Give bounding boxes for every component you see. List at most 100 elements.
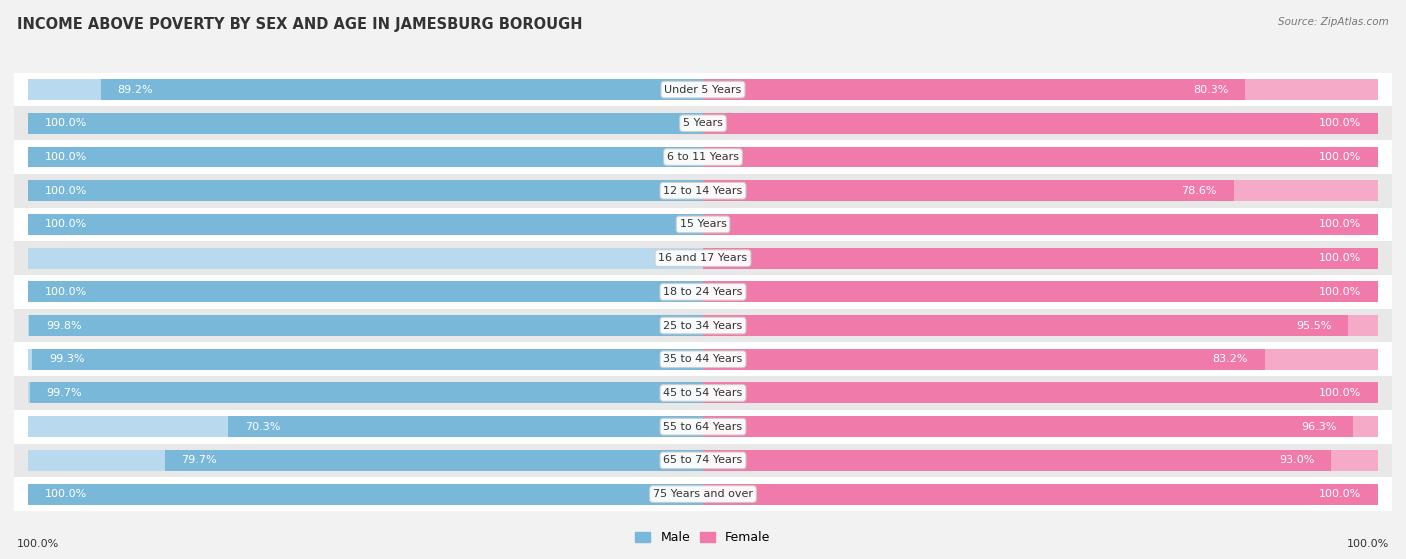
Text: 93.0%: 93.0% bbox=[1279, 456, 1315, 465]
Bar bbox=[703, 281, 1378, 302]
Text: 100.0%: 100.0% bbox=[45, 152, 87, 162]
Bar bbox=[14, 477, 1392, 511]
Text: 55 to 64 Years: 55 to 64 Years bbox=[664, 421, 742, 432]
Bar bbox=[28, 146, 703, 168]
Text: 100.0%: 100.0% bbox=[1319, 220, 1361, 229]
Bar bbox=[14, 106, 1392, 140]
Text: 99.3%: 99.3% bbox=[49, 354, 84, 364]
Bar bbox=[28, 79, 703, 100]
Bar bbox=[28, 214, 703, 235]
Bar bbox=[703, 146, 1378, 168]
Text: 35 to 44 Years: 35 to 44 Years bbox=[664, 354, 742, 364]
Bar bbox=[703, 416, 1354, 437]
Bar bbox=[703, 315, 1348, 336]
Bar bbox=[703, 484, 1378, 505]
Bar bbox=[28, 416, 703, 437]
Bar bbox=[28, 484, 703, 505]
Bar bbox=[14, 73, 1392, 106]
Text: 12 to 14 Years: 12 to 14 Years bbox=[664, 186, 742, 196]
Bar bbox=[28, 180, 703, 201]
Text: INCOME ABOVE POVERTY BY SEX AND AGE IN JAMESBURG BOROUGH: INCOME ABOVE POVERTY BY SEX AND AGE IN J… bbox=[17, 17, 582, 32]
Bar bbox=[28, 113, 703, 134]
Text: 100.0%: 100.0% bbox=[17, 539, 59, 549]
Legend: Male, Female: Male, Female bbox=[630, 526, 776, 549]
Text: 16 and 17 Years: 16 and 17 Years bbox=[658, 253, 748, 263]
Bar bbox=[703, 248, 1378, 268]
Bar bbox=[14, 275, 1392, 309]
Bar bbox=[28, 281, 703, 302]
Bar bbox=[30, 315, 703, 336]
Text: 95.5%: 95.5% bbox=[1296, 320, 1331, 330]
Bar bbox=[28, 315, 703, 336]
Text: 89.2%: 89.2% bbox=[117, 84, 153, 94]
Bar bbox=[703, 113, 1378, 134]
Bar bbox=[703, 214, 1378, 235]
Text: 45 to 54 Years: 45 to 54 Years bbox=[664, 388, 742, 398]
Bar bbox=[14, 443, 1392, 477]
Text: 18 to 24 Years: 18 to 24 Years bbox=[664, 287, 742, 297]
Text: 100.0%: 100.0% bbox=[45, 186, 87, 196]
Bar bbox=[703, 484, 1378, 505]
Bar bbox=[14, 309, 1392, 342]
Text: 96.3%: 96.3% bbox=[1301, 421, 1337, 432]
Bar bbox=[703, 349, 1265, 369]
Text: 100.0%: 100.0% bbox=[1319, 489, 1361, 499]
Bar bbox=[703, 281, 1378, 302]
Text: Source: ZipAtlas.com: Source: ZipAtlas.com bbox=[1278, 17, 1389, 27]
Bar bbox=[14, 140, 1392, 174]
Text: 100.0%: 100.0% bbox=[45, 119, 87, 129]
Bar bbox=[14, 376, 1392, 410]
Text: 25 to 34 Years: 25 to 34 Years bbox=[664, 320, 742, 330]
Text: 6 to 11 Years: 6 to 11 Years bbox=[666, 152, 740, 162]
Bar bbox=[28, 382, 703, 404]
Text: 5 Years: 5 Years bbox=[683, 119, 723, 129]
Text: 100.0%: 100.0% bbox=[1319, 287, 1361, 297]
Text: 100.0%: 100.0% bbox=[1319, 253, 1361, 263]
Bar bbox=[703, 416, 1378, 437]
Bar bbox=[28, 484, 703, 505]
Bar bbox=[14, 174, 1392, 207]
Bar bbox=[703, 180, 1378, 201]
Bar bbox=[703, 180, 1234, 201]
Bar bbox=[100, 79, 703, 100]
Bar bbox=[32, 349, 703, 369]
Text: 100.0%: 100.0% bbox=[45, 220, 87, 229]
Bar bbox=[14, 207, 1392, 241]
Bar bbox=[703, 79, 1246, 100]
Bar bbox=[28, 146, 703, 168]
Bar bbox=[14, 241, 1392, 275]
Bar bbox=[228, 416, 703, 437]
Bar bbox=[28, 248, 703, 268]
Bar bbox=[28, 349, 703, 369]
Bar bbox=[28, 281, 703, 302]
Text: 100.0%: 100.0% bbox=[45, 287, 87, 297]
Text: 99.8%: 99.8% bbox=[46, 320, 82, 330]
Bar bbox=[28, 450, 703, 471]
Text: 65 to 74 Years: 65 to 74 Years bbox=[664, 456, 742, 465]
Bar bbox=[30, 382, 703, 404]
Text: 15 Years: 15 Years bbox=[679, 220, 727, 229]
Bar bbox=[703, 349, 1378, 369]
Bar bbox=[703, 146, 1378, 168]
Bar bbox=[28, 180, 703, 201]
Text: 100.0%: 100.0% bbox=[1347, 539, 1389, 549]
Text: 79.7%: 79.7% bbox=[181, 456, 217, 465]
Bar bbox=[703, 113, 1378, 134]
Bar bbox=[703, 450, 1378, 471]
Bar bbox=[703, 382, 1378, 404]
Text: 100.0%: 100.0% bbox=[1319, 388, 1361, 398]
Bar bbox=[703, 248, 1378, 268]
Bar bbox=[703, 214, 1378, 235]
Text: 83.2%: 83.2% bbox=[1212, 354, 1249, 364]
Bar bbox=[14, 410, 1392, 443]
Bar bbox=[703, 79, 1378, 100]
Bar bbox=[703, 450, 1331, 471]
Bar bbox=[14, 342, 1392, 376]
Bar bbox=[165, 450, 703, 471]
Bar bbox=[703, 315, 1378, 336]
Text: 100.0%: 100.0% bbox=[45, 489, 87, 499]
Text: 80.3%: 80.3% bbox=[1194, 84, 1229, 94]
Bar bbox=[28, 113, 703, 134]
Bar bbox=[703, 382, 1378, 404]
Text: 70.3%: 70.3% bbox=[245, 421, 280, 432]
